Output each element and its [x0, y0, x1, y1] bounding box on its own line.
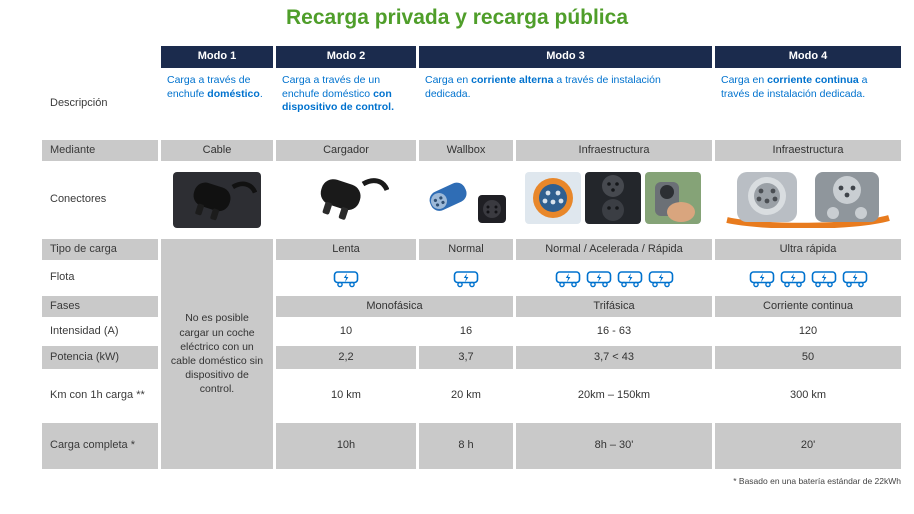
tipo-modo2: Lenta: [276, 239, 416, 260]
ev-fleet-icon: [333, 269, 359, 288]
tipo-modo4: Ultra rápida: [715, 239, 901, 260]
descripcion-modo4-post: a través de instalación dedicada.: [721, 74, 868, 100]
descripcion-modo1-bold: doméstico: [207, 87, 260, 100]
mediante-infraestructura: Infraestructura: [516, 140, 712, 161]
descripcion-modo2-pre: Carga a través de un enchufe doméstico: [282, 74, 381, 100]
page-title: Recarga privada y recarga pública: [286, 6, 628, 29]
ev-fleet-icon: [648, 269, 674, 288]
ev-fleet-icon: [749, 269, 775, 288]
conector-modo4-cell: [715, 164, 901, 236]
descripcion-modo2: Carga a través de un enchufe doméstico c…: [276, 71, 416, 137]
tipo-infra: Normal / Acelerada / Rápida: [516, 239, 712, 260]
row-label-descripcion: Descripción: [50, 97, 108, 110]
row-label-km: Km con 1h carga **: [50, 389, 145, 402]
fases-trifasica: Trifásica: [516, 296, 712, 317]
ev-fleet-icon: [842, 269, 868, 288]
column-header-modo1: Modo 1: [161, 46, 273, 68]
carga-wallbox: 8 h: [419, 423, 513, 469]
tipo-wallbox: Normal: [419, 239, 513, 260]
flota-icons-modo4: [715, 263, 901, 293]
conector-infra-cell: [516, 164, 712, 236]
intensidad-wallbox: 16: [459, 324, 473, 337]
infrastructure-connectors-photos: [523, 168, 705, 233]
row-label-flota: Flota: [50, 271, 75, 284]
charging-modes-table: Modo 1 Modo 2 Modo 3 Modo 4 Descripción …: [42, 46, 901, 469]
column-header-modo4: Modo 4: [715, 46, 901, 68]
conector-wallbox-cell: [419, 164, 513, 236]
modo1-not-possible-note: No es posible cargar un coche eléctrico …: [161, 239, 273, 469]
flota-icons-wallbox: [419, 263, 513, 293]
km-wallbox: 20 km: [451, 389, 481, 402]
flota-icons-infra: [516, 263, 712, 293]
row-label-fases: Fases: [42, 296, 158, 317]
column-header-modo3: Modo 3: [419, 46, 712, 68]
descripcion-modo1: Carga a través de enchufe doméstico.: [161, 71, 273, 137]
mediante-modo4: Infraestructura: [715, 140, 901, 161]
descripcion-modo1-pre: Carga a través de enchufe: [167, 74, 251, 100]
intensidad-modo4: 120: [798, 324, 818, 337]
fases-monofasica: Monofásica: [276, 296, 513, 317]
column-header-modo2: Modo 2: [276, 46, 416, 68]
domestic-plug-photo-dark: [173, 172, 261, 228]
descripcion-modo3-bold: corriente alterna: [471, 74, 554, 86]
fases-corriente-continua: Corriente continua: [715, 296, 901, 317]
ev-fleet-icon: [555, 269, 581, 288]
descripcion-modo4-pre: Carga en: [721, 74, 768, 86]
mediante-modo2: Cargador: [276, 140, 416, 161]
potencia-wallbox: 3,7: [419, 346, 513, 369]
carga-infra: 8h – 30': [516, 423, 712, 469]
ev-fleet-icon: [811, 269, 837, 288]
dc-fast-connectors-photo: [723, 168, 893, 233]
row-label-conectores: Conectores: [50, 193, 107, 206]
row-label-mediante: Mediante: [42, 140, 158, 161]
ev-fleet-icon: [453, 269, 479, 288]
descripcion-modo4: Carga en corriente continua a través de …: [715, 71, 901, 137]
potencia-modo4: 50: [715, 346, 901, 369]
flota-icons-modo2: [276, 263, 416, 293]
intensidad-modo2: 10: [339, 324, 353, 337]
ev-fleet-icon: [780, 269, 806, 288]
row-label-tipo-de-carga: Tipo de carga: [42, 239, 158, 260]
carga-modo2: 10h: [276, 423, 416, 469]
km-modo4: 300 km: [789, 389, 827, 402]
ev-fleet-icon: [617, 269, 643, 288]
km-modo2: 10 km: [331, 389, 361, 402]
domestic-plug-photo: [303, 170, 390, 231]
mediante-modo1: Cable: [161, 140, 273, 161]
conector-modo2-cell: [276, 164, 416, 236]
km-infra: 20km – 150km: [577, 389, 651, 402]
row-label-potencia: Potencia (kW): [42, 346, 158, 369]
carga-modo4: 20': [715, 423, 901, 469]
intensidad-infra: 16 - 63: [596, 324, 632, 337]
ev-fleet-icon: [586, 269, 612, 288]
descripcion-modo4-bold: corriente continua: [767, 74, 859, 86]
conector-modo1-cell: [161, 164, 273, 236]
type2-connector-photo: [422, 169, 510, 232]
potencia-infra: 3,7 < 43: [516, 346, 712, 369]
row-label-intensidad: Intensidad (A): [50, 324, 119, 337]
descripcion-modo2-bold: con dispositivo de control.: [282, 87, 395, 114]
potencia-modo2: 2,2: [276, 346, 416, 369]
mediante-wallbox: Wallbox: [419, 140, 513, 161]
descripcion-modo3-post: a través de instalación dedicada.: [425, 74, 661, 100]
descripcion-modo1-post: .: [259, 87, 263, 100]
footnote: * Basado en una batería estándar de 22kW…: [733, 476, 901, 486]
row-label-carga-completa: Carga completa *: [42, 423, 158, 469]
descripcion-modo3-pre: Carga en: [425, 74, 472, 86]
descripcion-modo3: Carga en corriente alterna a través de i…: [419, 71, 712, 137]
